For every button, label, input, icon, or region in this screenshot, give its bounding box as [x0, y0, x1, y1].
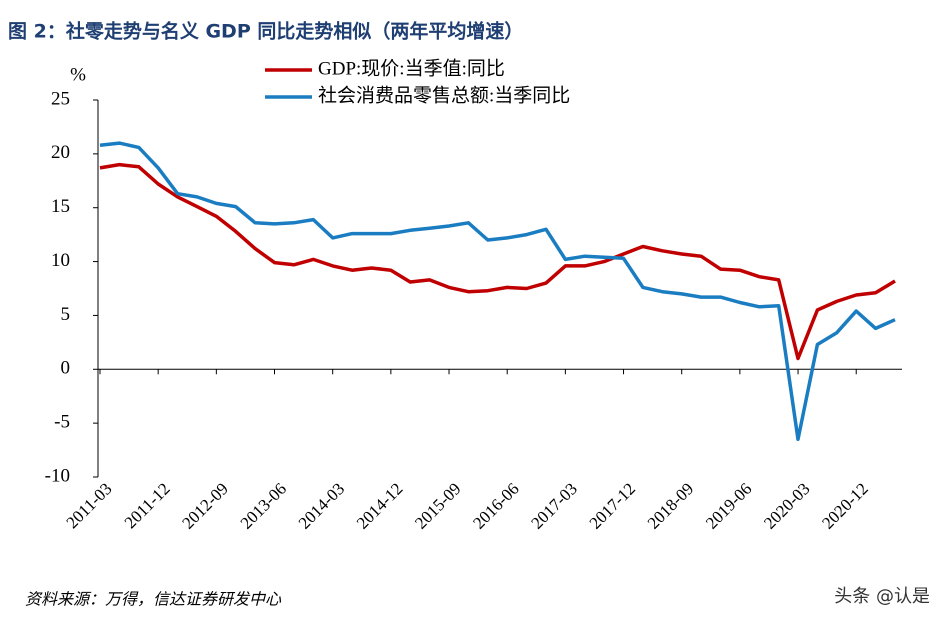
y-tick-label: 10: [51, 250, 70, 271]
y-tick-label: 20: [51, 142, 70, 163]
legend-label: GDP:现价:当季值:同比: [318, 57, 505, 79]
series-line: [99, 162, 896, 361]
x-tick-label: 2018-09: [644, 479, 698, 533]
y-tick-label: 15: [51, 196, 70, 217]
x-tick-label: 2012-09: [178, 479, 232, 533]
x-tick-label: 2011-12: [121, 479, 174, 532]
x-tick-label: 2014-12: [353, 479, 407, 533]
x-tick-label: 2013-06: [237, 479, 291, 533]
x-tick-label: 2020-03: [760, 479, 814, 533]
x-tick-label: 2014-03: [295, 479, 349, 533]
x-tick-label: 2020-12: [818, 479, 872, 533]
x-tick-label: 2015-09: [411, 479, 465, 533]
x-tick-label: 2016-06: [469, 479, 523, 533]
y-unit: %: [70, 64, 86, 85]
legend-label: 社会消费品零售总额:当季同比: [318, 84, 570, 106]
series-line: [99, 141, 896, 442]
y-tick-label: 5: [61, 304, 71, 325]
chart-title: 图 2：社零走势与名义 GDP 同比走势相似（两年平均增速）: [8, 20, 523, 43]
x-tick-label: 2017-12: [586, 479, 640, 533]
source: 资料来源：万得，信达证券研发中心: [25, 590, 282, 609]
x-tick-label: 2019-06: [702, 479, 756, 533]
y-tick-label: -10: [45, 465, 70, 486]
y-tick-label: 0: [61, 358, 71, 379]
y-tick-label: 25: [51, 88, 70, 109]
x-tick-label: 2017-03: [527, 479, 581, 533]
watermark: 头条 @认是: [834, 586, 930, 607]
x-tick-label: 2011-03: [63, 479, 116, 532]
y-tick-label: -5: [54, 412, 70, 433]
